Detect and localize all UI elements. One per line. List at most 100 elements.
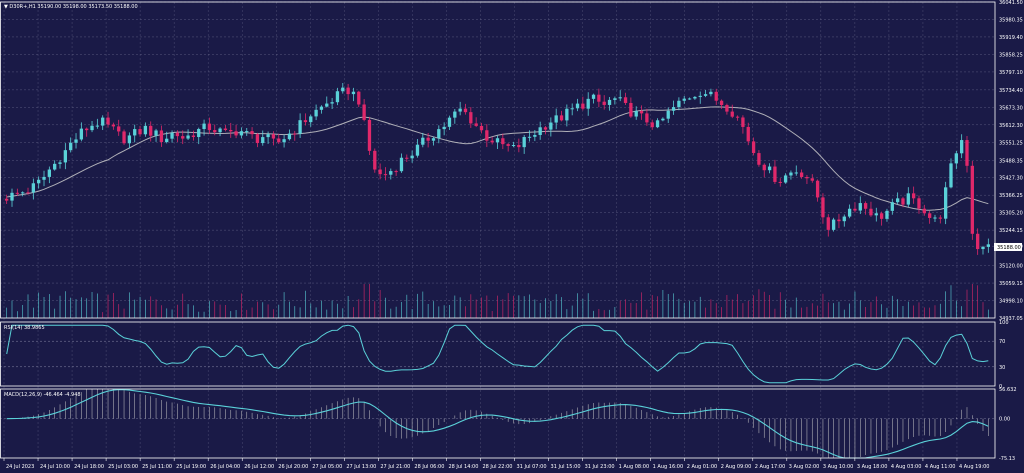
candle-body (783, 175, 788, 183)
candle-body (15, 192, 19, 194)
macd-panel (0, 389, 995, 459)
candle-body (250, 131, 254, 135)
candle-body (37, 179, 41, 184)
candle-body (976, 233, 980, 250)
candle-body (778, 181, 782, 183)
time-tick-label: 27 Jul 13:00 (346, 464, 376, 470)
candle-body (58, 162, 62, 164)
candle-body (154, 130, 158, 136)
price-tick-label: 34998.10 (999, 299, 1023, 305)
candle-body (655, 120, 660, 128)
candle-body (794, 172, 798, 174)
candle-body (677, 100, 681, 108)
candle-body (479, 125, 484, 131)
candle-body (575, 103, 580, 109)
candle-body (442, 126, 446, 130)
candle-body (858, 203, 862, 211)
candle-body (735, 116, 740, 118)
time-tick-label: 4 Aug 11:00 (925, 464, 956, 470)
macd-signal-line (6, 389, 989, 459)
candle-body (821, 197, 825, 218)
candle-body (277, 138, 281, 143)
candle-body (981, 246, 985, 250)
time-tick-label: 24 Jul 2023 (6, 464, 34, 470)
time-tick-label: 26 Jul 04:00 (210, 464, 240, 470)
candle-body (415, 144, 420, 156)
candle-body (954, 153, 958, 164)
candle-body (426, 137, 430, 141)
candle-body (378, 169, 382, 175)
candle-body (869, 208, 873, 216)
candle-body (79, 128, 84, 140)
candle-body (890, 202, 894, 211)
candle-body (31, 183, 35, 193)
candle-body (122, 131, 126, 144)
candle-body (367, 119, 372, 151)
candle-body (906, 193, 910, 205)
time-tick-label: 1 Aug 08:00 (619, 464, 650, 470)
price-tick-label: 35797.10 (999, 70, 1023, 76)
candle-body (383, 174, 388, 176)
candle-body (357, 91, 361, 105)
candle-body (266, 134, 270, 138)
candle-body (522, 137, 526, 148)
candle-body (629, 102, 633, 117)
candle-body (847, 208, 852, 217)
candle-body (565, 108, 569, 121)
candle-body (911, 193, 916, 199)
rsi-panel (0, 324, 995, 384)
price-tick-label: 35244.15 (999, 228, 1023, 234)
time-tick-label: 26 Jul 12:00 (244, 464, 274, 470)
candle-body (725, 105, 729, 112)
candle-body (853, 208, 857, 211)
time-tick-label: 2 Aug 17:00 (755, 464, 786, 470)
candle-body (960, 140, 964, 154)
candle-body (474, 123, 478, 126)
candle-body (650, 122, 654, 128)
time-tick-label: 25 Jul 03:00 (108, 464, 138, 470)
candle-body (618, 97, 622, 99)
panel-borders (0, 1, 996, 459)
candle-body (5, 198, 9, 201)
candle-body (485, 130, 489, 141)
candle-body (85, 128, 89, 131)
candle-body (917, 198, 921, 209)
moving-average-line (6, 106, 989, 211)
time-tick-label: 24 Jul 18:00 (74, 464, 104, 470)
candle-body (671, 107, 676, 111)
candle-body (970, 165, 974, 234)
candle-body (170, 132, 174, 139)
candle-body (149, 125, 153, 136)
macd-header: MACD(12,26,9) -46.464 -4.948 (4, 392, 81, 398)
candle-body (218, 128, 222, 133)
candle-body (202, 123, 206, 130)
candle-body (293, 133, 297, 135)
candle-body (570, 108, 574, 110)
candle-body (543, 127, 548, 130)
time-tick-label: 3 Aug 18:00 (857, 464, 888, 470)
macd-tick-label: 56.632 (999, 387, 1017, 393)
candle-body (623, 97, 628, 103)
candle-body (591, 94, 596, 99)
candle-body (703, 94, 708, 96)
candle-body (805, 177, 809, 179)
symbol-header: ▼ D30R+,H1 35190.00 35198.00 35173.50 35… (4, 4, 138, 10)
candle-body (255, 134, 260, 144)
candle-body (335, 91, 340, 103)
candle-body (261, 137, 265, 144)
candle-body (554, 115, 558, 123)
candle-body (303, 120, 308, 123)
candle-body (949, 163, 953, 188)
time-tick-label: 2 Aug 01:00 (687, 464, 718, 470)
candle-body (527, 136, 532, 138)
candle-body (799, 172, 804, 178)
candle-body (831, 219, 836, 230)
time-tick-label: 25 Jul 11:00 (142, 464, 172, 470)
candle-body (298, 120, 302, 134)
candle-body (586, 98, 590, 109)
candle-body (922, 208, 926, 214)
candle-body (730, 111, 734, 117)
macd-tick-label: -75.13 (999, 456, 1015, 462)
